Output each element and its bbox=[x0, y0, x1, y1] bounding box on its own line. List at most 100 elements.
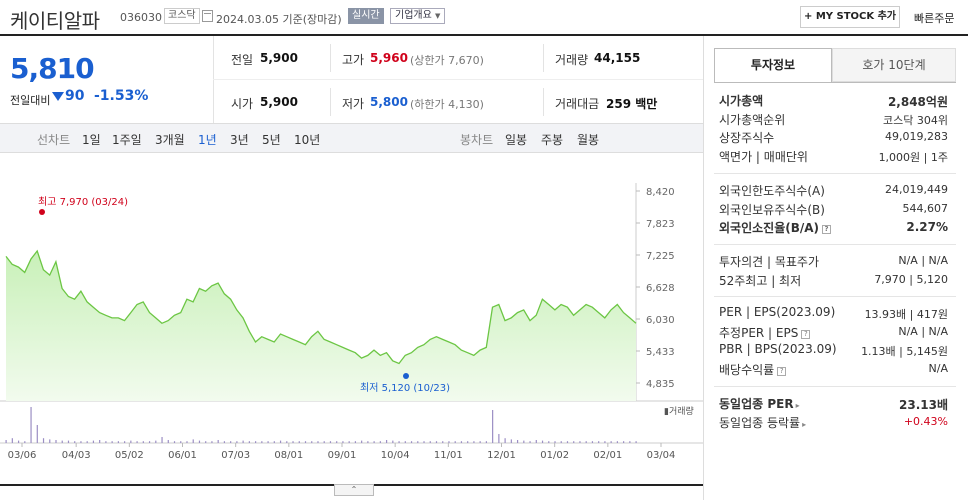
info-value: 1,000원 | 1주 bbox=[878, 150, 948, 164]
tab-order-book[interactable]: 호가 10단계 bbox=[832, 48, 956, 82]
open-value: 5,900 bbox=[260, 95, 298, 109]
high-label: 고가 bbox=[342, 53, 365, 67]
info-label: 동일업종 등락률 ▸ bbox=[719, 415, 807, 430]
volume-bar bbox=[105, 441, 107, 443]
volume-bar bbox=[448, 441, 450, 443]
volume-bar bbox=[616, 441, 618, 443]
info-label: 외국인소진율(B/A)? bbox=[719, 219, 832, 236]
volume-bar bbox=[304, 441, 307, 443]
stock-code: 036030 bbox=[120, 11, 162, 24]
tab-3y[interactable]: 3년 bbox=[230, 133, 249, 147]
volume-bar bbox=[36, 425, 38, 443]
x-tick-label: 04/03 bbox=[62, 450, 91, 461]
info-label: 52주최고 | 최저 bbox=[719, 273, 802, 288]
collapse-handle[interactable]: ⌃ bbox=[334, 484, 374, 496]
volume-bar bbox=[180, 441, 182, 443]
info-label: 동일업종 PER ▸ bbox=[719, 397, 800, 411]
volume-bar bbox=[598, 441, 600, 443]
volume-bar bbox=[117, 441, 119, 443]
tab-1d[interactable]: 1일 bbox=[82, 133, 101, 147]
volume-value: 44,155 bbox=[594, 51, 641, 65]
volume-bar bbox=[223, 441, 226, 443]
volume-bar bbox=[142, 441, 144, 443]
info-value: 13.93배 | 417원 bbox=[864, 308, 948, 321]
volume-bar bbox=[523, 440, 525, 443]
tab-monthly[interactable]: 월봉 bbox=[577, 133, 600, 147]
volume-bar bbox=[99, 440, 101, 443]
volume-bar bbox=[279, 440, 282, 443]
volume-bar bbox=[148, 441, 151, 443]
low-value: 5,800 bbox=[370, 95, 408, 109]
info-value: 544,607 bbox=[902, 201, 949, 215]
info-value: 24,019,449 bbox=[885, 183, 948, 196]
volume-bar bbox=[236, 441, 238, 443]
help-icon[interactable]: ? bbox=[822, 225, 832, 234]
volume-bar bbox=[342, 441, 344, 443]
help-icon[interactable]: ? bbox=[777, 366, 787, 376]
help-icon[interactable]: ? bbox=[801, 329, 811, 339]
x-tick-label: 07/03 bbox=[221, 450, 250, 461]
info-value: 7,970 | 5,120 bbox=[874, 272, 948, 286]
volume-bar bbox=[410, 441, 413, 443]
volume-bar bbox=[230, 441, 232, 443]
volume-bar bbox=[623, 441, 625, 443]
tab-3m[interactable]: 3개월 bbox=[155, 133, 185, 147]
volume-bar bbox=[373, 441, 375, 443]
y-tick-label: 7,823 bbox=[646, 219, 675, 230]
info-label: 추정PER | EPS? bbox=[719, 324, 811, 341]
info-label: PBR | BPS(2023.09) bbox=[719, 342, 837, 356]
x-tick-label: 02/01 bbox=[593, 450, 622, 461]
market-badge: 코스닥 bbox=[164, 8, 200, 24]
volume-bar bbox=[211, 441, 213, 443]
compare-label: 전일대비 bbox=[10, 94, 51, 107]
volume-bar bbox=[585, 441, 587, 443]
corp-info-dropdown[interactable]: 기업개요 ▼ bbox=[390, 8, 446, 24]
volume-bar bbox=[442, 441, 444, 443]
x-tick-label: 08/01 bbox=[274, 450, 303, 461]
divider bbox=[714, 173, 956, 174]
info-value: N/A | N/A bbox=[898, 254, 948, 267]
tab-10y[interactable]: 10년 bbox=[294, 133, 321, 147]
tab-daily[interactable]: 일봉 bbox=[505, 133, 528, 147]
info-value: +0.43% bbox=[903, 414, 948, 428]
arrow-right-icon[interactable]: ▸ bbox=[795, 401, 800, 410]
divider bbox=[714, 386, 956, 387]
volume-bar bbox=[124, 441, 126, 443]
tab-1y[interactable]: 1년 bbox=[198, 133, 217, 147]
quick-order-link[interactable]: 빠른주문 bbox=[914, 12, 955, 25]
volume-bar bbox=[286, 441, 288, 443]
low-label: 저가 bbox=[342, 97, 365, 111]
volume-bar bbox=[367, 441, 369, 443]
volume-bar bbox=[130, 440, 132, 443]
volume-bar bbox=[454, 441, 456, 443]
volume-bar bbox=[348, 441, 350, 443]
line-chart-label: 선차트 bbox=[37, 133, 71, 147]
tab-investment-info[interactable]: 투자정보 bbox=[714, 48, 832, 82]
volume-bar bbox=[566, 441, 569, 443]
volume-bar bbox=[467, 441, 469, 443]
volume-bar bbox=[192, 439, 194, 443]
tab-weekly[interactable]: 주봉 bbox=[541, 133, 564, 147]
volume-bar bbox=[186, 441, 188, 443]
info-label: 투자의견 | 목표주가 bbox=[719, 255, 819, 269]
volume-bar bbox=[49, 439, 51, 443]
info-value: 2.27% bbox=[906, 220, 948, 234]
tab-1w[interactable]: 1주일 bbox=[112, 133, 142, 147]
realtime-button[interactable]: 실시간 bbox=[348, 8, 384, 24]
volume-bar bbox=[298, 441, 300, 443]
volume-bar bbox=[161, 437, 163, 443]
amount-label: 거래대금 bbox=[555, 97, 600, 111]
arrow-right-icon[interactable]: ▸ bbox=[802, 419, 807, 429]
max-marker bbox=[39, 209, 45, 215]
info-value: N/A bbox=[928, 361, 948, 375]
volume-bar bbox=[460, 441, 463, 443]
divider bbox=[714, 82, 956, 83]
add-mystock-button[interactable]: + MY STOCK 추가 bbox=[800, 6, 900, 28]
volume-bar bbox=[635, 441, 637, 443]
candle-chart-label: 봉차트 bbox=[460, 133, 494, 147]
chart-tab-bar bbox=[0, 123, 703, 153]
tab-5y[interactable]: 5년 bbox=[262, 133, 281, 147]
price-chart[interactable]: 8,420 7,823 7,225 6,628 6,030 5,433 4,835 03/06… bbox=[0, 153, 703, 484]
down-triangle-icon bbox=[52, 92, 64, 101]
volume-bar bbox=[329, 441, 332, 443]
